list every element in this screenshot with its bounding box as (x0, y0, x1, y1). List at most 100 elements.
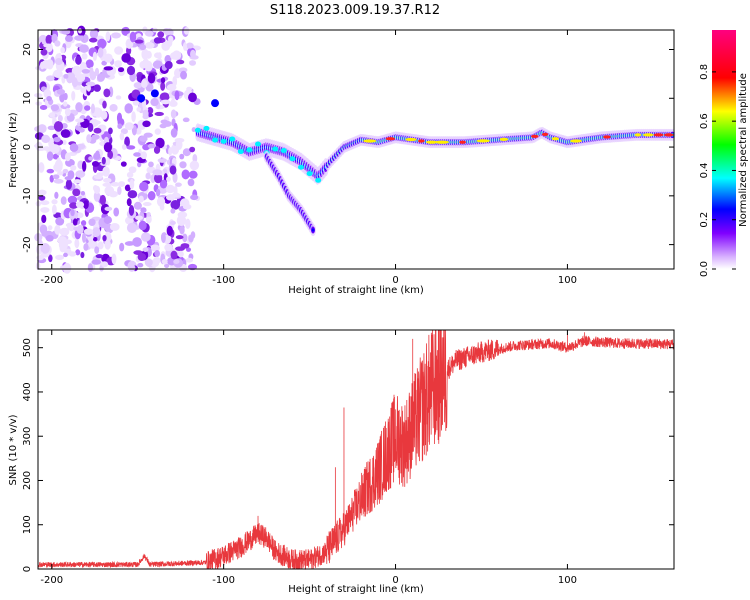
noise-blob (111, 253, 117, 265)
noise-blob (169, 220, 176, 225)
noise-blob (118, 181, 126, 187)
noise-blob (57, 171, 64, 176)
noise-blob (128, 166, 137, 174)
noise-blob (138, 195, 144, 203)
noise-blob (114, 60, 122, 68)
noise-blob (152, 169, 163, 176)
noise-blob (54, 159, 63, 171)
noise-blob (169, 51, 180, 60)
spectrogram-x-tick-label: 100 (558, 275, 577, 286)
noise-blob (124, 103, 133, 114)
noise-blob (102, 234, 107, 242)
noise-blob (40, 207, 50, 213)
noise-blob (150, 97, 159, 107)
noise-blob (51, 204, 57, 215)
noise-blob (157, 158, 168, 163)
noise-blob (86, 134, 92, 143)
noise-blob (101, 156, 106, 165)
noise-blob (191, 127, 196, 133)
noise-blob (61, 29, 71, 35)
spectrogram-ridge (194, 123, 676, 236)
noise-blob (147, 73, 156, 84)
noise-blob (162, 28, 171, 34)
noise-blob (137, 262, 144, 268)
noise-blob (92, 51, 97, 61)
noise-blob (37, 189, 47, 196)
noise-blob (121, 144, 127, 150)
noise-blob (106, 188, 112, 195)
noise-blob (92, 227, 101, 237)
noise-blob (72, 188, 81, 197)
noise-blob (175, 182, 182, 187)
ridge-cyan-blob (280, 147, 287, 153)
noise-blob (124, 122, 134, 131)
noise-blob (141, 48, 149, 60)
noise-blob (161, 232, 166, 244)
snr-panel: -200 -100 0 100 0 100 200 300 400 500 Height of s… (8, 329, 675, 595)
noise-blob (71, 90, 76, 101)
spectrogram-y-axis-label: Frequency (Hz) (8, 112, 19, 188)
noise-blob (156, 196, 166, 207)
noise-blob (54, 224, 61, 235)
noise-blob (170, 208, 176, 214)
noise-blob (135, 215, 144, 221)
noise-blob (148, 161, 154, 168)
noise-blob (165, 184, 175, 194)
ridge-hotspot (531, 134, 539, 138)
noise-blob (177, 250, 184, 258)
noise-blob (62, 262, 72, 274)
noise-blob (68, 251, 77, 257)
colorbar-ticks: 0.0 0.2 0.4 0.6 0.8 (699, 64, 736, 277)
colorbar-gradient (712, 30, 736, 269)
ridge-cyan-blob (289, 156, 296, 162)
ridge-hotspot (643, 133, 654, 137)
ridge-cyan-blob (306, 171, 313, 177)
noise-blob (161, 258, 168, 265)
colorbar-tick-label: 0.8 (699, 64, 710, 80)
noise-blob (133, 201, 142, 210)
noise-blob (185, 257, 194, 263)
noise-blob (153, 173, 163, 184)
snr-y-tick-label: 500 (22, 338, 33, 357)
noise-blob (59, 227, 70, 236)
noise-blob (157, 31, 165, 38)
noise-blob (65, 222, 75, 228)
branch-core (311, 228, 315, 232)
noise-blob (175, 235, 184, 240)
noise-blob (180, 243, 190, 249)
noise-blob (101, 261, 109, 268)
snr-series-line (37, 329, 675, 571)
noise-blob (86, 84, 91, 92)
spectrogram-y-tick-label: 10 (22, 92, 33, 105)
noise-blob (74, 238, 80, 249)
noise-hotspot (137, 94, 146, 103)
noise-blob (186, 42, 194, 49)
snr-x-tick-label: 0 (392, 575, 398, 586)
noise-blob (45, 235, 54, 242)
noise-blob (139, 44, 147, 51)
noise-blob (95, 254, 104, 259)
noise-blob (139, 135, 148, 142)
noise-blob (90, 103, 95, 114)
noise-blob (182, 233, 188, 243)
noise-blob (153, 146, 161, 154)
noise-blob (81, 53, 88, 60)
spectrogram-plot-area (38, 30, 674, 269)
noise-blob (102, 100, 107, 109)
noise-blob (129, 31, 137, 43)
noise-blob (55, 254, 65, 260)
noise-blob (60, 129, 71, 138)
colorbar: 0.0 0.2 0.4 0.6 0.8 Normalized spectral ampl… (699, 30, 749, 277)
ridge-cyan-blob (194, 127, 201, 133)
noise-blob (126, 145, 136, 150)
noise-blob (182, 148, 191, 157)
noise-blob (85, 59, 94, 69)
noise-blob (166, 176, 171, 182)
noise-blob (38, 162, 45, 173)
noise-blob (40, 242, 50, 254)
snr-x-tick-label: -100 (212, 575, 235, 586)
noise-blob (53, 178, 64, 184)
noise-blob (54, 58, 63, 65)
